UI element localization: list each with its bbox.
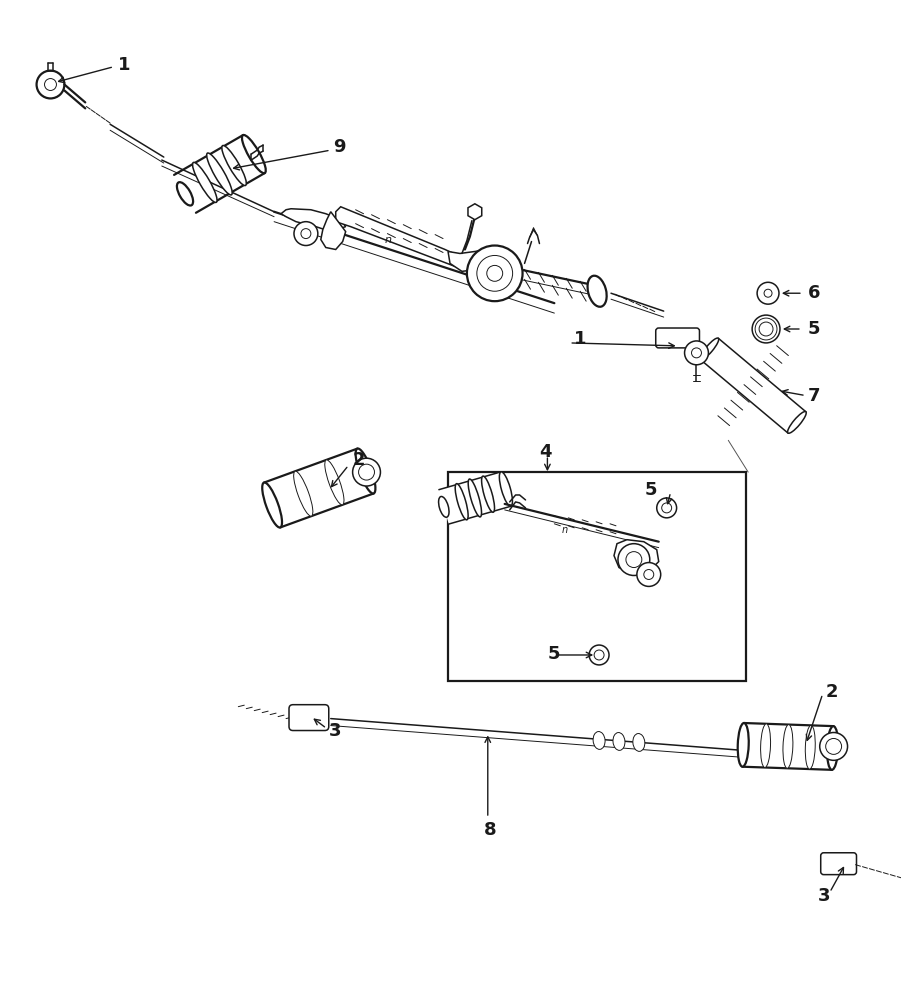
Circle shape xyxy=(757,282,778,304)
Ellipse shape xyxy=(221,145,246,186)
Text: 5: 5 xyxy=(644,481,656,499)
FancyBboxPatch shape xyxy=(820,853,855,875)
FancyBboxPatch shape xyxy=(655,328,699,348)
Circle shape xyxy=(751,316,779,343)
Ellipse shape xyxy=(759,723,769,768)
Ellipse shape xyxy=(826,726,837,770)
Text: 5: 5 xyxy=(547,645,559,663)
Circle shape xyxy=(36,71,64,98)
Text: 4: 4 xyxy=(539,443,552,461)
Ellipse shape xyxy=(324,460,344,505)
Text: n: n xyxy=(561,525,567,535)
Polygon shape xyxy=(700,338,805,434)
Text: 8: 8 xyxy=(483,821,496,838)
Text: 3: 3 xyxy=(817,887,829,904)
Ellipse shape xyxy=(782,724,792,769)
Ellipse shape xyxy=(177,182,193,205)
Ellipse shape xyxy=(262,483,282,528)
Ellipse shape xyxy=(468,479,481,517)
Ellipse shape xyxy=(737,723,748,767)
Circle shape xyxy=(819,732,847,760)
Polygon shape xyxy=(448,250,489,271)
Text: 6: 6 xyxy=(807,284,819,302)
Circle shape xyxy=(352,458,380,486)
Ellipse shape xyxy=(293,471,312,516)
Ellipse shape xyxy=(587,275,606,307)
Text: 3: 3 xyxy=(329,722,341,739)
Circle shape xyxy=(684,341,708,365)
Polygon shape xyxy=(613,540,658,574)
Polygon shape xyxy=(468,203,481,219)
Polygon shape xyxy=(281,208,345,232)
Polygon shape xyxy=(438,472,510,524)
Ellipse shape xyxy=(242,135,265,173)
Text: 1: 1 xyxy=(118,56,130,74)
Text: 9: 9 xyxy=(332,139,345,156)
Circle shape xyxy=(618,544,649,575)
Text: n: n xyxy=(385,235,392,245)
Polygon shape xyxy=(174,135,265,212)
Polygon shape xyxy=(321,211,345,250)
Circle shape xyxy=(293,222,318,246)
Polygon shape xyxy=(335,206,460,266)
Bar xyxy=(448,472,745,681)
Ellipse shape xyxy=(207,153,232,195)
Text: 5: 5 xyxy=(807,320,819,338)
Ellipse shape xyxy=(455,484,468,520)
Ellipse shape xyxy=(805,725,815,769)
Circle shape xyxy=(589,645,609,665)
Ellipse shape xyxy=(355,448,375,493)
Ellipse shape xyxy=(699,338,718,360)
Polygon shape xyxy=(741,723,833,770)
Ellipse shape xyxy=(481,476,494,512)
Ellipse shape xyxy=(438,496,449,517)
Text: 2: 2 xyxy=(352,451,365,469)
Ellipse shape xyxy=(632,733,644,751)
Ellipse shape xyxy=(612,732,624,750)
Circle shape xyxy=(466,246,522,301)
Circle shape xyxy=(656,498,675,518)
FancyBboxPatch shape xyxy=(289,705,329,730)
Ellipse shape xyxy=(787,412,805,434)
Text: 2: 2 xyxy=(824,683,837,701)
Polygon shape xyxy=(264,448,373,528)
Circle shape xyxy=(636,562,660,587)
Ellipse shape xyxy=(592,731,604,749)
Text: 1: 1 xyxy=(573,330,586,348)
Ellipse shape xyxy=(498,472,512,506)
Text: 7: 7 xyxy=(807,386,819,405)
Ellipse shape xyxy=(192,162,217,202)
